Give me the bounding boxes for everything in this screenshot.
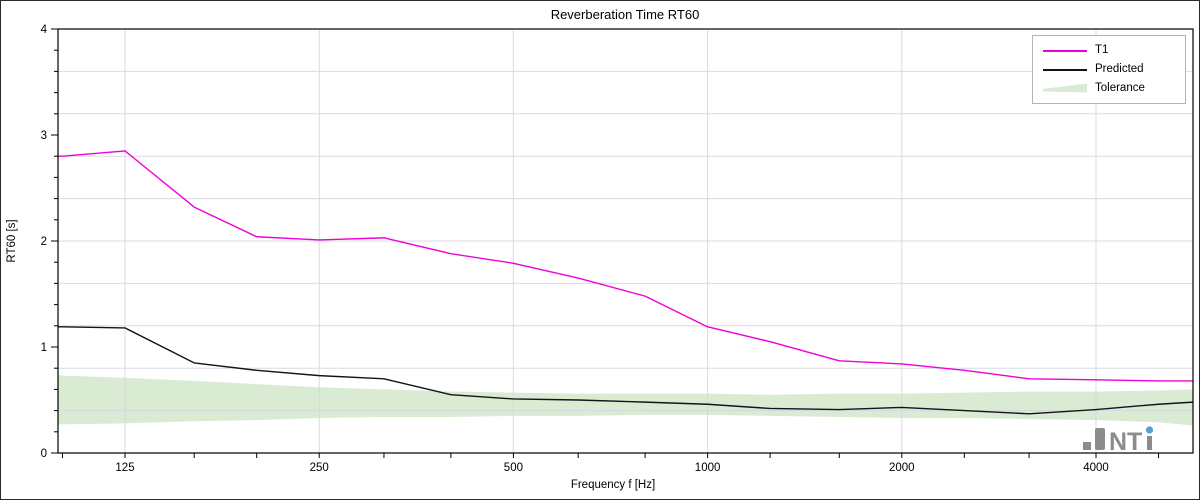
y-tick-label: 1	[41, 342, 47, 354]
x-tick-label: 4000	[1083, 462, 1109, 474]
series-line-predicted	[58, 326, 1194, 415]
y-axis-label: RT60 [s]	[6, 219, 18, 262]
legend-item-predicted: Predicted	[1043, 62, 1177, 77]
legend: T1 Predicted Tolerance	[1032, 35, 1186, 104]
axes-layer	[51, 28, 1194, 458]
x-tick-label: 1000	[695, 462, 721, 474]
x-tick-label: 125	[115, 462, 134, 474]
tolerance-band-sample-icon	[1043, 82, 1087, 95]
nti-logo-text-nt: NT	[1109, 428, 1142, 456]
tolerance-band	[58, 375, 1194, 426]
x-axis-label: Frequency f [Hz]	[571, 479, 655, 491]
t1-line-sample-icon	[1043, 49, 1087, 52]
y-tick-label: 3	[41, 130, 47, 142]
legend-label-t1: T1	[1095, 44, 1109, 56]
x-tick-label: 250	[310, 462, 329, 474]
legend-item-tolerance: Tolerance	[1043, 81, 1177, 96]
y-tick-label: 4	[41, 24, 48, 36]
predicted-line-sample-icon	[1043, 68, 1087, 71]
nti-logo-i-dot	[1145, 426, 1154, 434]
series-line-t1	[58, 150, 1194, 382]
legend-label-tolerance: Tolerance	[1095, 82, 1145, 94]
tick-label-layer: 0 1 2 3 4 125 250 500 1000 2000 4000	[41, 24, 1109, 474]
nti-logo-small-block	[1083, 442, 1091, 450]
y-tick-label: 2	[41, 236, 47, 248]
chart-title: Reverberation Time RT60	[551, 7, 700, 22]
series-line-layer	[58, 150, 1194, 415]
nti-logo: NT	[1083, 426, 1154, 456]
x-tick-label: 2000	[889, 462, 915, 474]
nti-logo-bar	[1095, 428, 1105, 450]
x-tick-label: 500	[504, 462, 523, 474]
nti-logo-i-stem	[1147, 436, 1152, 450]
gridline-layer	[58, 29, 1193, 453]
legend-item-t1: T1	[1043, 43, 1177, 58]
legend-label-predicted: Predicted	[1095, 63, 1144, 75]
tolerance-band-layer	[58, 375, 1194, 426]
y-tick-label: 0	[41, 448, 47, 460]
